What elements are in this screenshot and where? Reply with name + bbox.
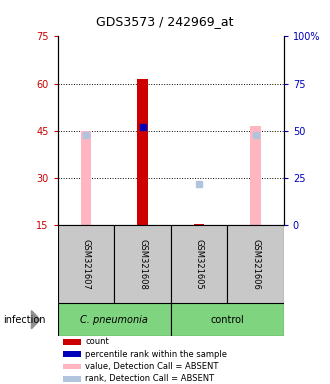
Bar [171, 225, 227, 303]
Text: GDS3573 / 242969_at: GDS3573 / 242969_at [96, 15, 234, 28]
Text: rank, Detection Call = ABSENT: rank, Detection Call = ABSENT [85, 374, 214, 383]
Bar [58, 225, 114, 303]
Text: value, Detection Call = ABSENT: value, Detection Call = ABSENT [85, 362, 219, 371]
Text: control: control [211, 314, 244, 325]
Bar [63, 376, 82, 382]
Bar [114, 225, 171, 303]
Bar [81, 131, 91, 225]
Text: GSM321607: GSM321607 [82, 238, 90, 290]
Text: infection: infection [3, 314, 46, 325]
Polygon shape [31, 311, 40, 329]
Text: GSM321605: GSM321605 [194, 238, 204, 290]
Bar [63, 364, 82, 369]
Bar [171, 303, 284, 336]
Bar [194, 224, 204, 225]
Text: GSM321606: GSM321606 [251, 238, 260, 290]
Bar [63, 351, 82, 357]
Text: GSM321608: GSM321608 [138, 238, 147, 290]
Bar [63, 339, 82, 345]
Bar [137, 79, 148, 225]
Bar [227, 225, 284, 303]
Text: percentile rank within the sample: percentile rank within the sample [85, 350, 227, 359]
Text: C. pneumonia: C. pneumonia [80, 314, 148, 325]
Bar [58, 303, 171, 336]
Bar [250, 126, 261, 225]
Text: count: count [85, 338, 109, 346]
